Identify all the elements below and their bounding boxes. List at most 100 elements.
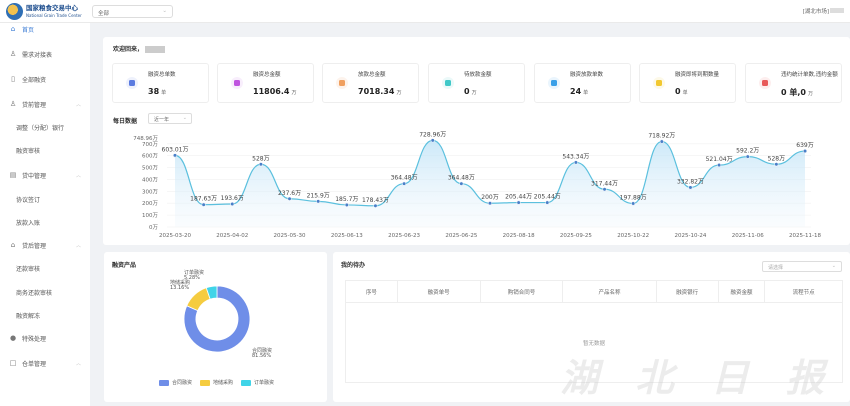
data-point: [373, 203, 378, 208]
top-header: 国家粮食交易中心 National Grain Trade Center 全部 ⌄ …: [0, 0, 850, 23]
logo[interactable]: 国家粮食交易中心 National Grain Trade Center: [6, 3, 82, 20]
sidebar-item[interactable]: ♙ 贷前管理 ︿: [0, 97, 90, 111]
sidebar-item[interactable]: 商务还款审核: [0, 285, 90, 299]
data-label: 215.9万: [307, 192, 330, 199]
todo-filter-placeholder: 请选择: [768, 265, 784, 271]
todo-table: 序号 融资单号 购销合同号 产品名称 融资银行 融资金额 流程节点 暂无数据: [345, 280, 843, 383]
stat-icon: [336, 77, 348, 89]
sidebar-item[interactable]: ♙ 需求对接表: [0, 47, 90, 61]
stat-value: 11806.4 万: [253, 87, 297, 96]
sidebar-item[interactable]: ⌂ 首页: [0, 22, 90, 36]
dashboard-panel: 欢迎回来， 融资总单数 38 单 融资总金额 11806.4 万 放款总金额 701…: [103, 37, 850, 245]
legend-item[interactable]: 订单融资: [241, 379, 274, 386]
sidebar-item[interactable]: □ 仓单管理 ︿: [0, 356, 90, 370]
data-label: 592.2万: [736, 148, 759, 155]
data-label: 521.04万: [706, 156, 733, 163]
legend-item[interactable]: 地储采购: [200, 379, 233, 386]
stat-icon: [759, 77, 771, 89]
sidebar-item-label: 调整（分配）银行: [16, 124, 65, 132]
chevron-down-icon: ⌄: [831, 263, 836, 269]
data-label: 718.92万: [648, 133, 675, 140]
data-point: [344, 202, 349, 207]
stat-label: 待放款金额: [464, 72, 492, 78]
sidebar-item[interactable]: ▯ 全部融资: [0, 72, 90, 86]
stat-icon: [548, 77, 560, 89]
sidebar-item[interactable]: 协议签订: [0, 192, 90, 206]
y-tick-label: 500万: [142, 165, 158, 172]
data-point: [774, 162, 779, 167]
range-select[interactable]: 近一年 ⌄: [148, 113, 192, 124]
data-point: [201, 202, 206, 207]
sidebar-item-label: 贷后管理: [22, 242, 47, 250]
watermark-logo: 湖 北 日 报: [560, 356, 836, 400]
sidebar-item[interactable]: ● 特殊处理: [0, 331, 90, 345]
chevron-up-icon[interactable]: ︿: [75, 172, 81, 179]
column-header: 融资单号: [396, 280, 481, 303]
stat-card: 融资放款单数 24 单: [534, 63, 631, 103]
sidebar-item-label: 仓单管理: [22, 360, 47, 368]
series-area: [175, 140, 805, 227]
data-point: [631, 201, 636, 206]
stat-label: 融资总金额: [253, 72, 281, 78]
y-tick-label: 400万: [142, 176, 158, 183]
welcome-title: 欢迎回来，: [113, 44, 166, 53]
legend-item[interactable]: 合同融资: [159, 379, 192, 386]
sidebar-item[interactable]: ▤ 贷中管理 ︿: [0, 168, 90, 182]
sidebar-item-label: 融资审核: [16, 147, 41, 155]
data-label: 603.01万: [162, 146, 189, 153]
x-tick-label: 2025-04-02: [216, 233, 248, 239]
scope-select[interactable]: 全部 ⌄: [92, 5, 173, 18]
data-point: [487, 201, 493, 206]
stat-label: 融资即将到期数量: [675, 72, 720, 78]
data-point: [258, 162, 263, 167]
data-point: [459, 181, 464, 186]
sidebar-item[interactable]: 还款审核: [0, 261, 90, 275]
stat-icon: [231, 77, 243, 89]
data-point: [688, 185, 693, 190]
pie-legend: 合同融资 地储采购 订单融资: [159, 379, 274, 386]
slice-label: 地储采购: [170, 279, 190, 286]
y-tick-label: 700万: [142, 141, 158, 148]
legend-label: 地储采购: [213, 380, 234, 386]
daily-title: 每日数据: [113, 118, 138, 125]
x-tick-label: 2025-11-18: [789, 233, 821, 239]
user-info[interactable]: [湖北市场]: [803, 7, 844, 15]
sidebar-item[interactable]: ⌂ 贷后管理 ︿: [0, 238, 90, 252]
todo-panel: 我的待办 请选择 ⌄ 序号 融资单号 购销合同号 产品名称 融资银行 融资金额 流程节点 暂无…: [333, 252, 850, 402]
data-point: [172, 153, 178, 158]
legend-label: 订单融资: [254, 380, 275, 386]
column-header: 购销合同号: [479, 280, 564, 303]
stat-card: 融资总单数 38 单: [112, 63, 209, 103]
empty-text: 暂无数据: [345, 302, 843, 383]
sidebar-item-label: 还款审核: [16, 265, 41, 273]
data-point: [573, 160, 578, 165]
user-name-redacted: [145, 46, 166, 53]
sidebar-item[interactable]: 融资解冻: [0, 308, 90, 322]
chevron-up-icon[interactable]: ︿: [75, 242, 81, 249]
chevron-up-icon[interactable]: ︿: [75, 360, 81, 367]
data-label: 317.44万: [591, 180, 618, 187]
y-tick-label: 200万: [142, 200, 158, 207]
stat-label: 融资总单数: [148, 72, 176, 78]
stat-value: 0 单,0 万: [781, 88, 813, 97]
stat-value: 38 单: [148, 87, 167, 96]
data-point: [545, 200, 550, 205]
sidebar-item[interactable]: 放款入账: [0, 215, 90, 229]
stat-card: 放款总金额 7018.34 万: [322, 63, 419, 103]
chevron-up-icon[interactable]: ︿: [75, 101, 81, 108]
legend-label: 合同融资: [172, 380, 193, 386]
todo-filter-select[interactable]: 请选择 ⌄: [762, 261, 842, 272]
data-point: [802, 149, 808, 154]
y-tick-label: 100万: [142, 212, 158, 219]
legend-swatch: [159, 379, 169, 386]
data-label: 205.44万: [505, 194, 532, 201]
chevron-down-icon: ⌄: [162, 8, 167, 14]
slice-label: 合同融资: [252, 347, 272, 354]
pie-title: 融资产品: [112, 262, 137, 269]
data-label: 187.63万: [190, 196, 217, 203]
sidebar-item[interactable]: 融资审核: [0, 143, 90, 157]
sidebar-item[interactable]: 调整（分配）银行: [0, 120, 90, 134]
x-tick-label: 2025-10-22: [617, 233, 649, 239]
